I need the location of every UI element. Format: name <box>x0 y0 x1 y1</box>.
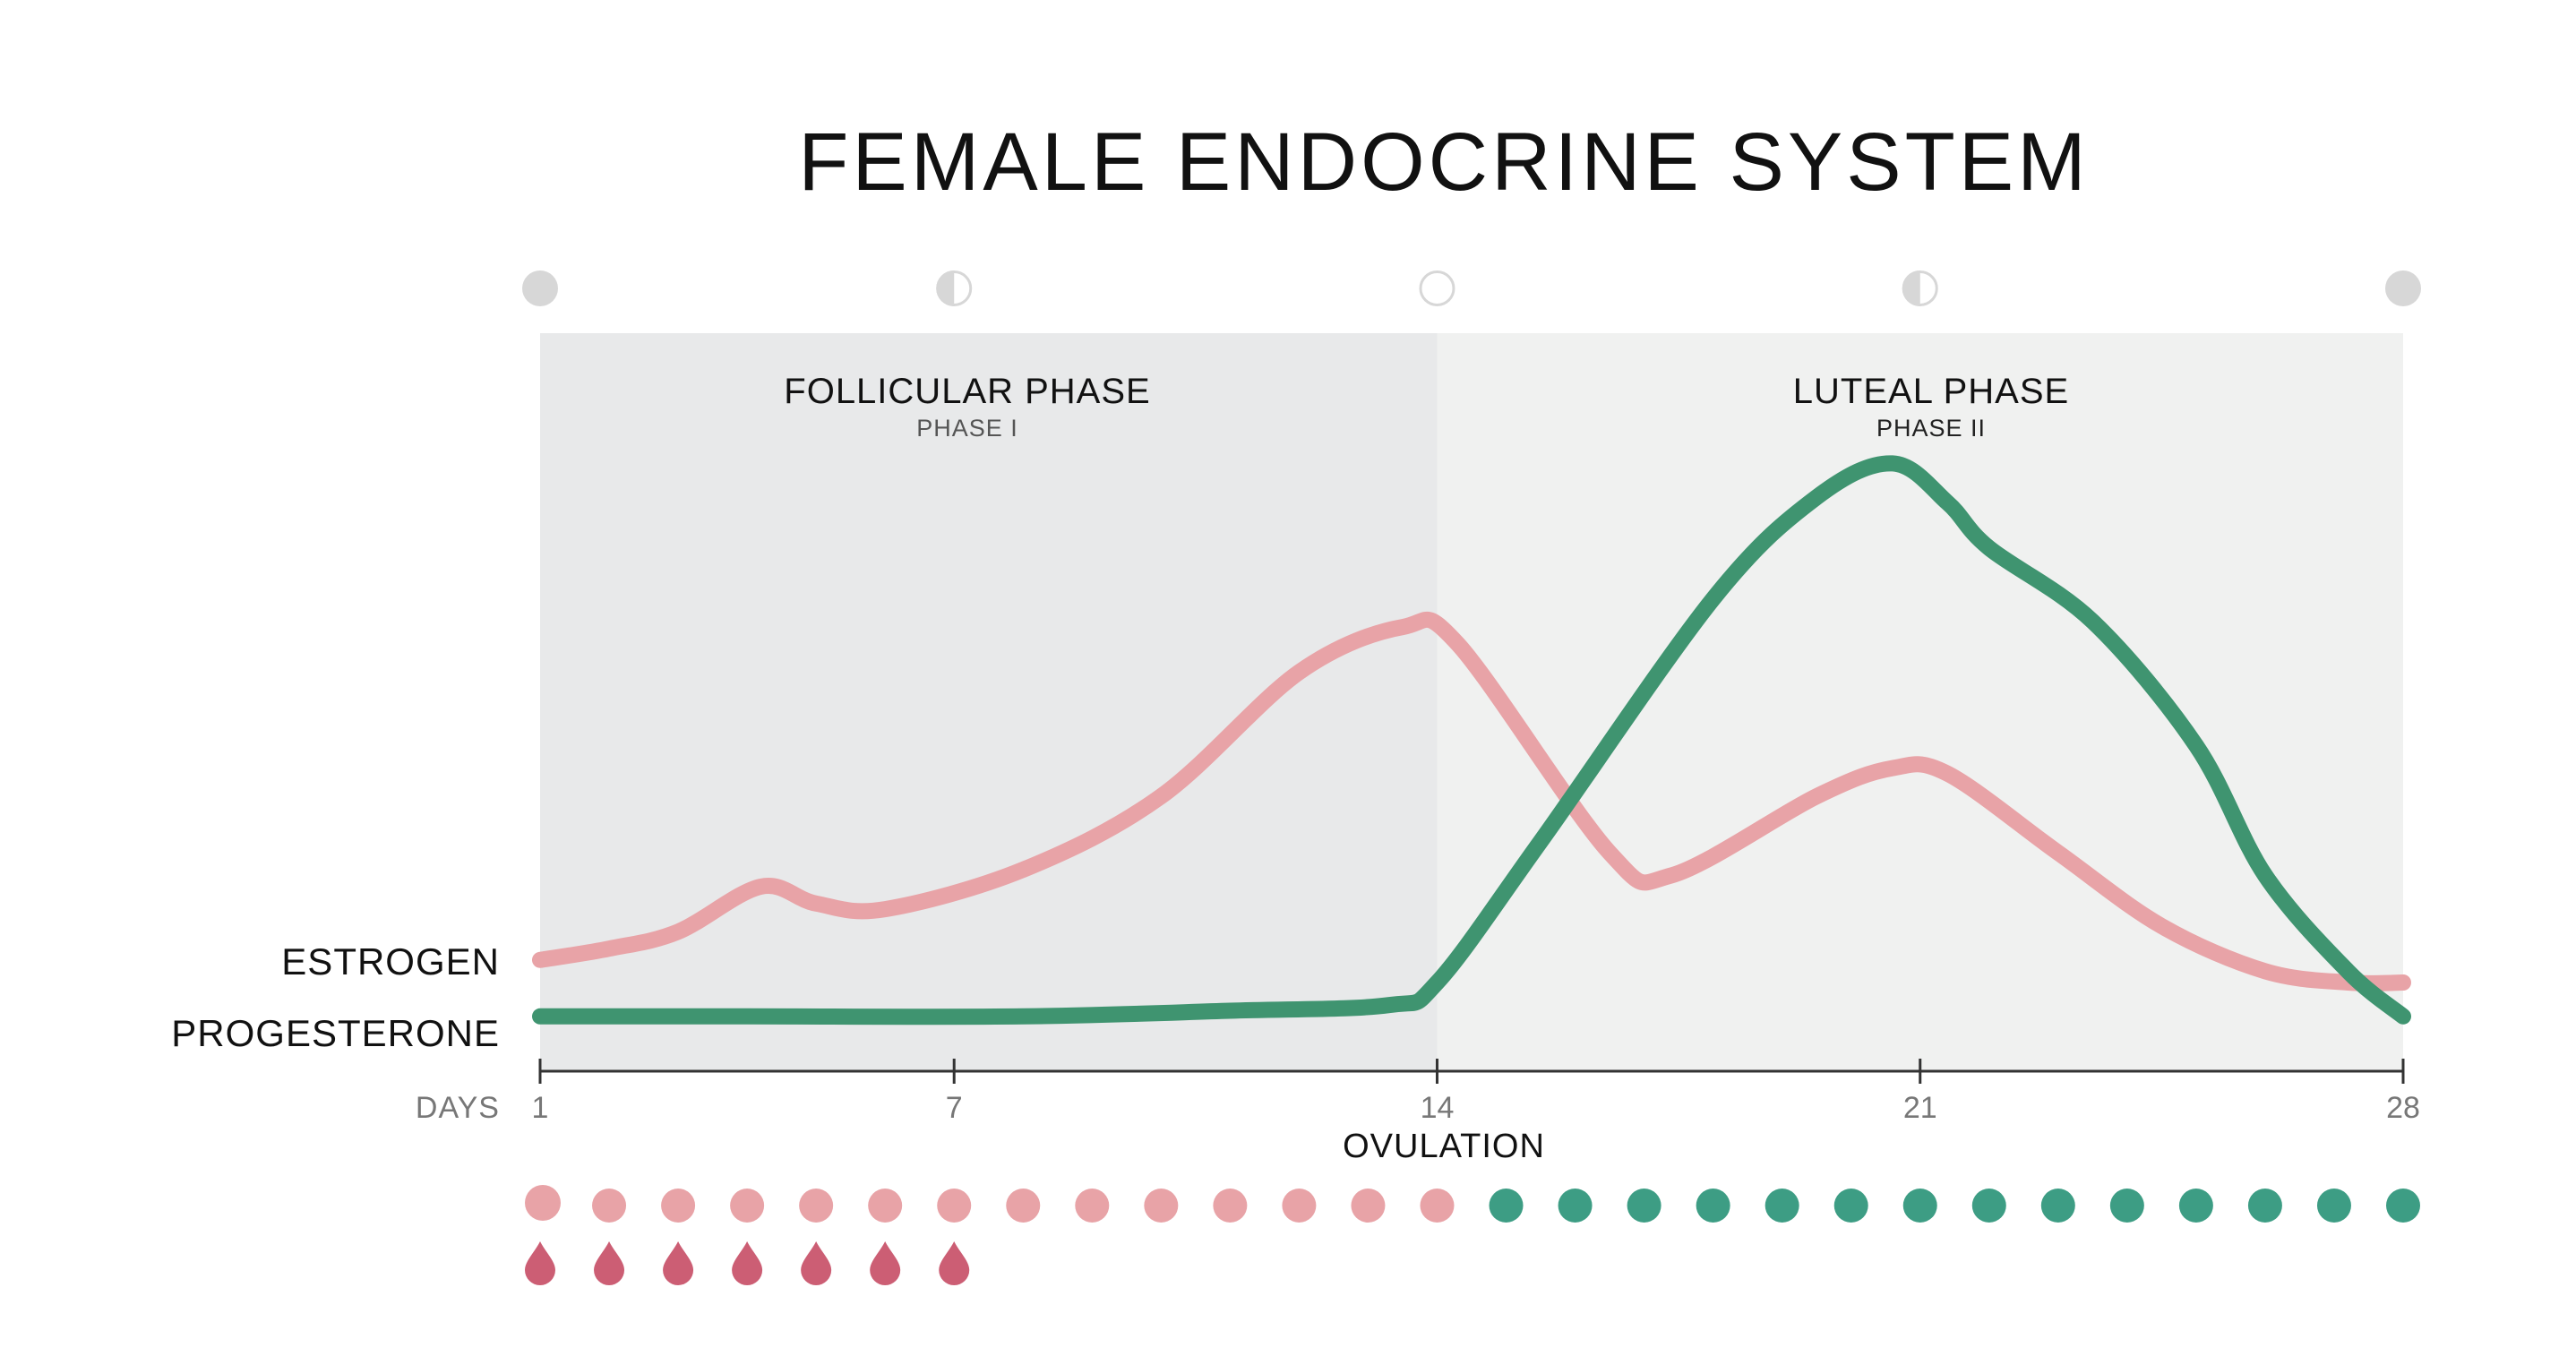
blood-drop-icon <box>525 1241 555 1285</box>
phase-2-background <box>1437 333 2403 1071</box>
bleeding-drops-row <box>525 1241 970 1285</box>
pink-day-dot <box>592 1189 627 1223</box>
pink-day-dot <box>1213 1189 1248 1223</box>
teal-day-dot <box>2386 1189 2420 1223</box>
teal-day-dot <box>2247 1189 2282 1223</box>
x-tick-label: 1 <box>532 1091 549 1125</box>
phase-2-subtitle: PHASE II <box>1876 415 1986 442</box>
ovulation-label: OVULATION <box>1343 1128 1545 1165</box>
blood-drop-icon <box>594 1241 625 1285</box>
pink-day-dot <box>1144 1189 1179 1223</box>
teal-day-dot <box>1971 1189 2006 1223</box>
series-lines <box>532 455 2411 1026</box>
pink-day-dot <box>1075 1189 1110 1223</box>
progesterone-line <box>532 455 2411 1026</box>
estrogen-label: ESTROGEN <box>281 940 500 983</box>
last-quarter-moon-icon <box>1902 270 1938 306</box>
teal-day-dot <box>1765 1189 1799 1223</box>
full-moon-icon <box>1419 270 1455 306</box>
teal-day-dot <box>2316 1189 2351 1223</box>
teal-day-dot <box>2040 1189 2075 1223</box>
x-tick-label: 14 <box>1421 1091 1455 1125</box>
teal-day-dot <box>1833 1189 1868 1223</box>
blood-drop-icon <box>870 1241 901 1285</box>
blood-drop-icon <box>663 1241 694 1285</box>
first-quarter-moon-icon <box>936 270 973 306</box>
x-tick-label: 21 <box>1903 1091 1937 1125</box>
x-tick-label: 7 <box>946 1091 963 1125</box>
phase-1-background <box>540 333 1438 1071</box>
teal-day-dot <box>1627 1189 1662 1223</box>
pink-day-dot <box>868 1189 903 1223</box>
teal-day-dot <box>2109 1189 2144 1223</box>
teal-day-dot <box>1558 1189 1593 1223</box>
new-moon-icon <box>522 270 558 306</box>
phase-1-title: FOLLICULAR PHASE <box>784 372 1150 411</box>
blood-drop-icon <box>801 1241 832 1285</box>
pink-day-dot <box>937 1189 972 1223</box>
blood-drop-icon <box>939 1241 970 1285</box>
chart-title: FEMALE ENDOCRINE SYSTEM <box>798 116 2090 208</box>
pink-day-dot <box>661 1189 696 1223</box>
pink-day-dot <box>1351 1189 1386 1223</box>
blood-drop-icon <box>732 1241 763 1285</box>
teal-day-dot <box>1696 1189 1730 1223</box>
x-axis: 1 7 14 21 28 <box>532 1059 2420 1125</box>
x-axis-label: DAYS <box>416 1091 500 1125</box>
new-moon-icon <box>2385 270 2421 306</box>
day-dots-row <box>525 1185 2420 1223</box>
pink-day-dot <box>1282 1189 1317 1223</box>
moon-phase-row <box>522 270 2421 306</box>
pink-day-dot <box>1420 1189 1455 1223</box>
phase-1-subtitle: PHASE I <box>916 415 1018 442</box>
estrogen-line <box>532 611 2411 991</box>
teal-day-dot <box>2178 1189 2213 1223</box>
teal-day-dot <box>1902 1189 1937 1223</box>
phase-2-title: LUTEAL PHASE <box>1793 372 2069 411</box>
x-tick-label: 28 <box>2386 1091 2420 1125</box>
pink-day-dot <box>1006 1189 1041 1223</box>
pink-day-dot <box>730 1189 765 1223</box>
progesterone-label: PROGESTERONE <box>171 1012 500 1054</box>
pink-day-dot <box>525 1185 561 1221</box>
teal-day-dot <box>1489 1189 1524 1223</box>
pink-day-dot <box>799 1189 834 1223</box>
